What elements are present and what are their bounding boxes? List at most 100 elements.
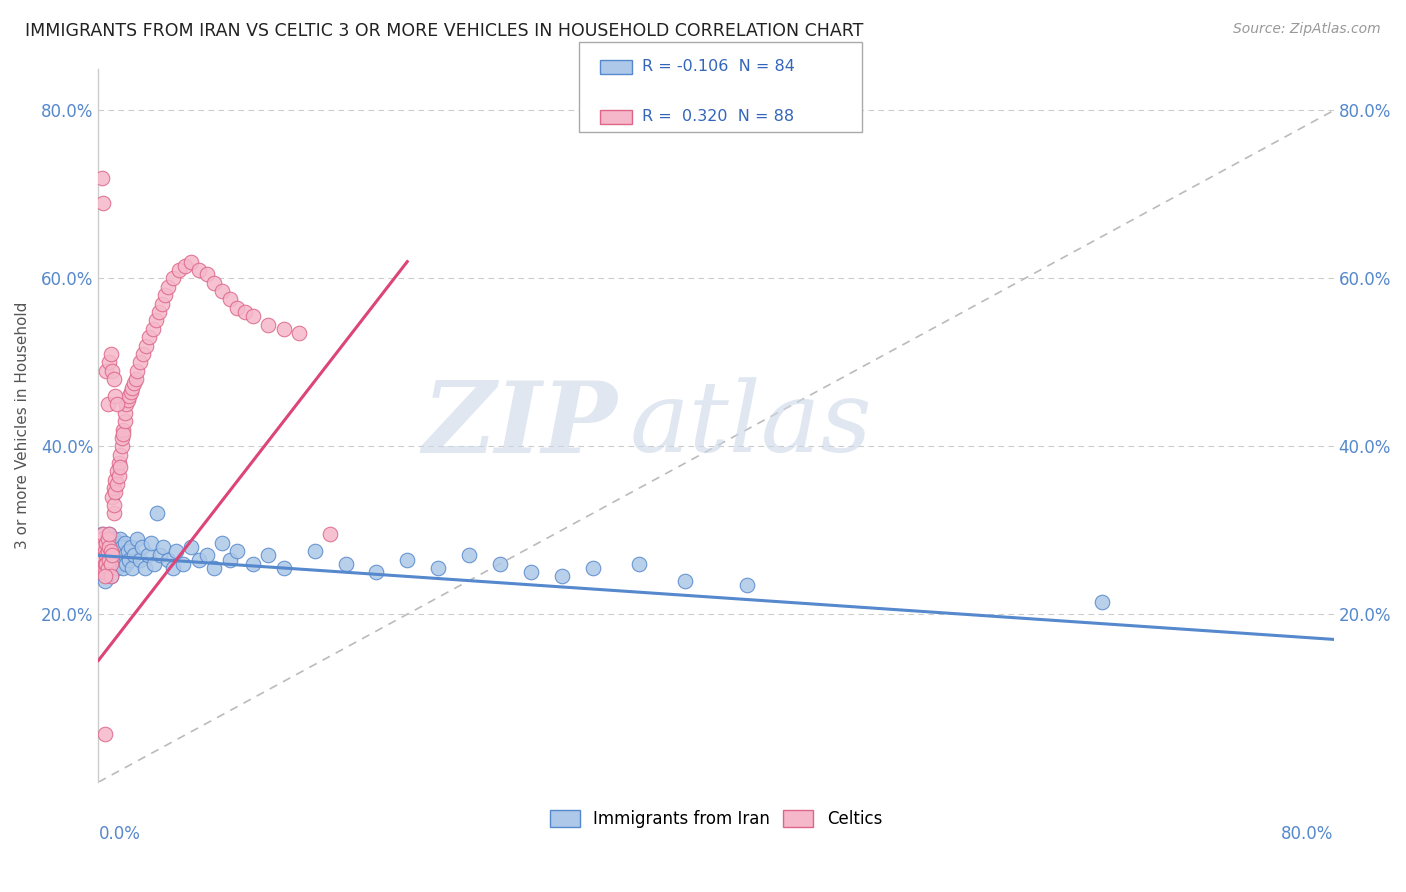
- Point: [97, 397, 120, 411]
- Point: [115, 557, 138, 571]
- Point: [101, 549, 124, 563]
- Point: [98, 527, 121, 541]
- Point: [97, 532, 120, 546]
- Point: [141, 322, 163, 336]
- Point: [101, 536, 124, 550]
- Point: [187, 263, 209, 277]
- Text: R =  0.320  N = 88: R = 0.320 N = 88: [641, 109, 794, 124]
- Point: [108, 448, 131, 462]
- Point: [96, 557, 118, 571]
- Point: [156, 552, 179, 566]
- Y-axis label: 3 or more Vehicles in Household: 3 or more Vehicles in Household: [15, 301, 30, 549]
- Point: [114, 549, 136, 563]
- Point: [108, 460, 131, 475]
- Point: [105, 549, 128, 563]
- Point: [132, 347, 155, 361]
- Point: [187, 552, 209, 566]
- Point: [93, 727, 115, 741]
- Point: [98, 552, 121, 566]
- Point: [107, 456, 129, 470]
- Text: 0.0%: 0.0%: [98, 825, 141, 843]
- Point: [108, 544, 131, 558]
- Point: [136, 549, 159, 563]
- Point: [107, 557, 129, 571]
- Point: [105, 397, 128, 411]
- Point: [165, 544, 187, 558]
- Text: 80.0%: 80.0%: [1281, 825, 1334, 843]
- Point: [91, 552, 114, 566]
- Point: [273, 322, 295, 336]
- Point: [174, 259, 197, 273]
- Point: [1091, 594, 1114, 608]
- Point: [101, 490, 124, 504]
- Point: [103, 507, 125, 521]
- Point: [103, 481, 125, 495]
- Point: [89, 544, 111, 558]
- Point: [100, 569, 122, 583]
- Point: [489, 557, 512, 571]
- Point: [134, 561, 156, 575]
- Point: [257, 549, 280, 563]
- Point: [96, 549, 118, 563]
- Point: [273, 561, 295, 575]
- Point: [121, 561, 143, 575]
- Point: [96, 549, 118, 563]
- Point: [93, 552, 115, 566]
- Point: [104, 389, 127, 403]
- Point: [427, 561, 450, 575]
- Point: [104, 552, 127, 566]
- Point: [103, 372, 125, 386]
- Point: [111, 431, 134, 445]
- Point: [288, 326, 311, 340]
- Point: [120, 540, 142, 554]
- Point: [366, 566, 388, 580]
- Point: [180, 254, 202, 268]
- Point: [114, 536, 136, 550]
- Point: [107, 536, 129, 550]
- Point: [93, 544, 115, 558]
- Point: [135, 338, 157, 352]
- Point: [118, 552, 141, 566]
- Point: [581, 561, 603, 575]
- Point: [233, 305, 256, 319]
- Point: [335, 557, 357, 571]
- Point: [673, 574, 696, 588]
- Point: [111, 552, 134, 566]
- Point: [226, 301, 249, 315]
- Point: [96, 536, 118, 550]
- Point: [97, 561, 120, 575]
- Point: [195, 267, 218, 281]
- Point: [167, 263, 190, 277]
- Point: [98, 540, 121, 554]
- Point: [122, 376, 145, 391]
- Point: [129, 355, 152, 369]
- Point: [103, 498, 125, 512]
- Point: [143, 557, 166, 571]
- Point: [458, 549, 481, 563]
- Point: [100, 557, 122, 571]
- Point: [112, 561, 135, 575]
- Point: [91, 540, 114, 554]
- Point: [93, 566, 115, 580]
- Text: ZIP: ZIP: [422, 377, 617, 474]
- Point: [195, 549, 218, 563]
- Point: [103, 557, 125, 571]
- Text: R = -0.106  N = 84: R = -0.106 N = 84: [641, 59, 794, 74]
- Point: [104, 485, 127, 500]
- Point: [117, 393, 139, 408]
- Point: [90, 561, 112, 575]
- Point: [149, 549, 172, 563]
- Point: [148, 305, 170, 319]
- Point: [93, 569, 115, 583]
- Point: [202, 561, 225, 575]
- Point: [90, 527, 112, 541]
- Point: [96, 557, 118, 571]
- Point: [90, 170, 112, 185]
- Point: [120, 384, 142, 399]
- Point: [396, 552, 419, 566]
- Point: [218, 293, 240, 307]
- Legend: Immigrants from Iran, Celtics: Immigrants from Iran, Celtics: [543, 803, 889, 834]
- Point: [115, 397, 138, 411]
- Point: [138, 330, 160, 344]
- Point: [156, 280, 179, 294]
